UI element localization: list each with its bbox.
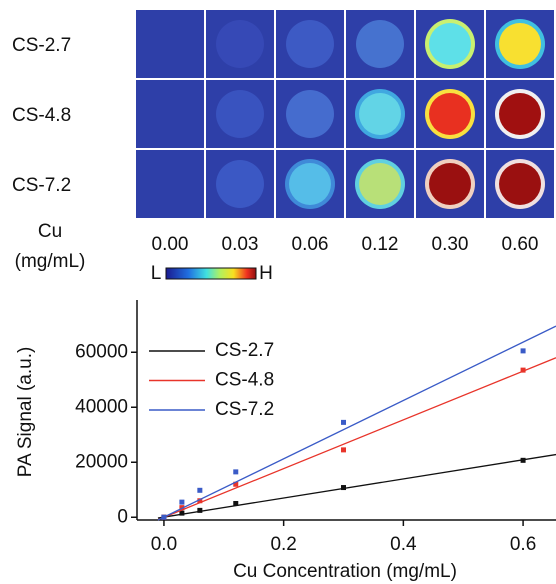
spot bbox=[359, 93, 401, 135]
image-cell bbox=[136, 10, 204, 78]
spot bbox=[499, 93, 541, 135]
legend-label: CS-4.8 bbox=[215, 370, 274, 391]
figure: CS-2.7CS-4.8CS-7.20.000.030.060.120.300.… bbox=[0, 0, 556, 584]
legend-label: CS-7.2 bbox=[215, 399, 274, 420]
spot bbox=[289, 163, 331, 205]
data-point bbox=[521, 348, 526, 353]
spot bbox=[286, 90, 334, 138]
row-label: CS-7.2 bbox=[12, 175, 71, 196]
spot bbox=[499, 163, 541, 205]
x-tick-label: 0.4 bbox=[390, 534, 417, 555]
column-label: 0.60 bbox=[502, 234, 539, 255]
row-label: CS-4.8 bbox=[12, 105, 71, 126]
data-point bbox=[341, 485, 346, 490]
x-axis-title: Cu Concentration (mg/mL) bbox=[233, 561, 457, 582]
data-point bbox=[197, 508, 202, 513]
spot bbox=[429, 23, 471, 65]
colorbar-high: H bbox=[259, 263, 273, 284]
x-tick-label: 0.2 bbox=[270, 534, 296, 555]
y-tick-label: 40000 bbox=[75, 396, 128, 417]
column-label: 0.30 bbox=[432, 234, 469, 255]
spot bbox=[216, 160, 264, 208]
data-point bbox=[179, 500, 184, 505]
data-point bbox=[197, 488, 202, 493]
column-label: 0.06 bbox=[292, 234, 329, 255]
axis-label: Cu bbox=[38, 221, 62, 242]
row-label: CS-2.7 bbox=[12, 35, 71, 56]
image-cell bbox=[136, 150, 204, 218]
spot bbox=[359, 163, 401, 205]
legend-label: CS-2.7 bbox=[215, 340, 274, 361]
axis-label: (mg/mL) bbox=[15, 251, 86, 272]
fit-line bbox=[158, 455, 556, 519]
spot bbox=[216, 20, 264, 68]
x-tick-label: 0.0 bbox=[151, 534, 177, 555]
y-axis-title: PA Signal (a.u.) bbox=[15, 347, 36, 478]
colorbar-low: L bbox=[151, 263, 162, 284]
x-tick-label: 0.6 bbox=[510, 534, 536, 555]
data-point bbox=[161, 515, 166, 520]
y-tick-label: 20000 bbox=[75, 451, 128, 472]
image-cell bbox=[136, 80, 204, 148]
y-tick-label: 0 bbox=[117, 506, 128, 527]
spot bbox=[429, 93, 471, 135]
y-tick-label: 60000 bbox=[75, 341, 128, 362]
data-point bbox=[341, 447, 346, 452]
spot bbox=[499, 23, 541, 65]
spot bbox=[429, 163, 471, 205]
chart: 0 20000 40000 60000 0.0 0.2 0.4 0.6 Cu Concentra… bbox=[15, 300, 556, 582]
spot bbox=[356, 20, 404, 68]
data-point bbox=[521, 368, 526, 373]
data-point bbox=[521, 458, 526, 463]
spot bbox=[286, 20, 334, 68]
colorbar bbox=[166, 268, 256, 279]
column-label: 0.00 bbox=[152, 234, 189, 255]
data-point bbox=[341, 420, 346, 425]
column-label: 0.03 bbox=[222, 234, 259, 255]
data-point bbox=[233, 469, 238, 474]
column-label: 0.12 bbox=[362, 234, 399, 255]
spot bbox=[216, 90, 264, 138]
pa-image-grid: CS-2.7 CS-4.8 CS-7.2 0.00 0.03 0.06 0.12 0.30 0.… bbox=[12, 10, 554, 255]
data-point bbox=[233, 501, 238, 506]
